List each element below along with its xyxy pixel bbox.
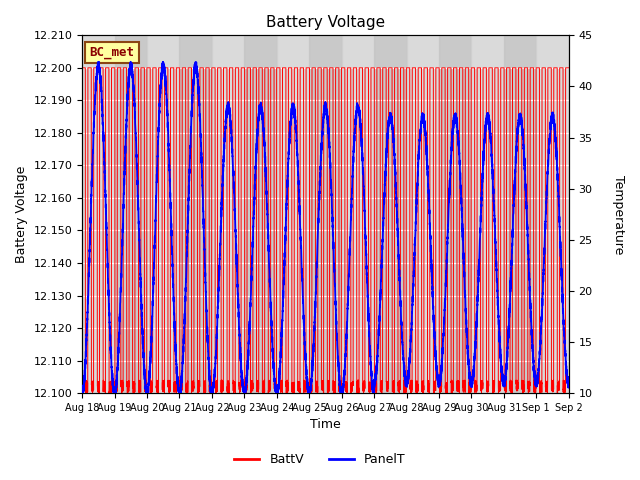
Bar xyxy=(276,36,309,393)
Y-axis label: Temperature: Temperature xyxy=(612,175,625,254)
X-axis label: Time: Time xyxy=(310,419,341,432)
Bar xyxy=(244,36,276,393)
Bar xyxy=(115,36,147,393)
Bar xyxy=(342,36,374,393)
Legend: BattV, PanelT: BattV, PanelT xyxy=(229,448,411,471)
Title: Battery Voltage: Battery Voltage xyxy=(266,15,385,30)
Bar xyxy=(82,36,115,393)
Bar xyxy=(536,36,569,393)
Bar xyxy=(212,36,244,393)
Y-axis label: Battery Voltage: Battery Voltage xyxy=(15,166,28,263)
Bar xyxy=(439,36,472,393)
Bar xyxy=(179,36,212,393)
Bar xyxy=(406,36,439,393)
Text: BC_met: BC_met xyxy=(90,46,134,59)
Bar xyxy=(309,36,342,393)
Bar xyxy=(147,36,179,393)
Bar xyxy=(472,36,504,393)
Bar xyxy=(504,36,536,393)
Bar xyxy=(374,36,406,393)
